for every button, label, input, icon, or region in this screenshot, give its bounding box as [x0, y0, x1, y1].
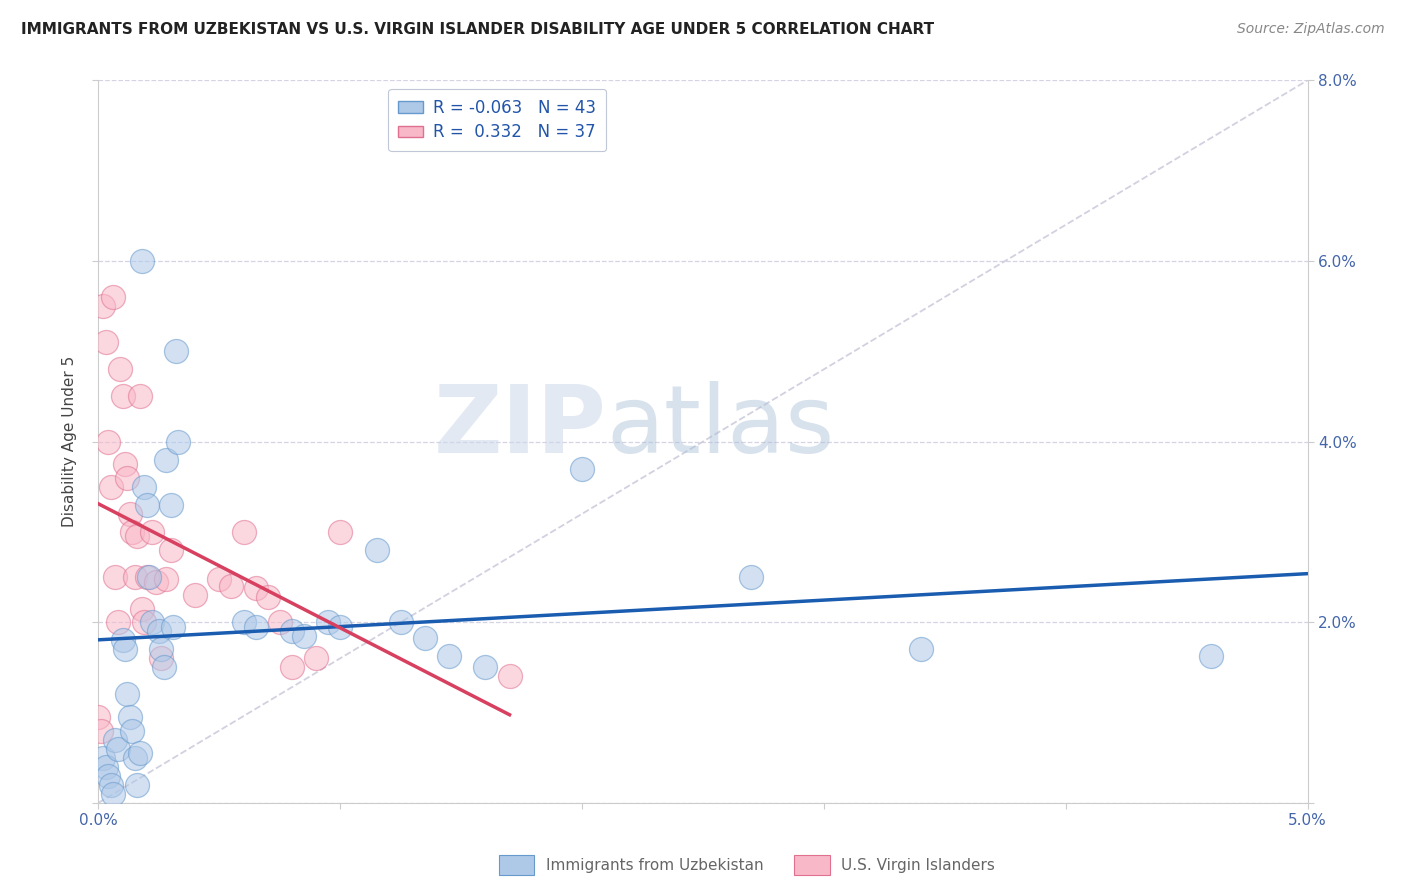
Point	[281, 660, 304, 674]
Point	[124, 570, 146, 584]
Point	[232, 615, 254, 630]
Point	[107, 615, 129, 630]
Point	[108, 362, 131, 376]
Point	[155, 452, 177, 467]
Point	[101, 787, 124, 801]
Point	[117, 687, 139, 701]
Point	[104, 732, 127, 747]
Point	[121, 723, 143, 738]
Point	[141, 615, 163, 630]
Point	[245, 581, 267, 595]
Point	[316, 615, 339, 630]
Point	[152, 660, 174, 674]
Point	[910, 642, 932, 657]
Point	[91, 750, 114, 764]
Point	[141, 524, 163, 539]
Point	[305, 651, 328, 665]
Point	[128, 389, 150, 403]
Point	[100, 480, 122, 494]
Point	[128, 746, 150, 760]
Point	[134, 615, 156, 630]
Point	[111, 389, 134, 403]
Point	[94, 335, 117, 350]
Point	[245, 620, 267, 634]
Point	[127, 778, 149, 792]
Point	[413, 632, 436, 646]
Point	[94, 760, 117, 774]
Point	[389, 615, 412, 630]
Point	[101, 290, 124, 304]
Point	[118, 710, 141, 724]
Point	[107, 741, 129, 756]
Point	[256, 590, 278, 604]
Point	[167, 434, 190, 449]
Point	[498, 669, 520, 683]
Point	[111, 633, 134, 648]
Point	[127, 529, 149, 543]
Point	[135, 570, 157, 584]
Point	[162, 620, 184, 634]
Point	[221, 579, 243, 593]
Point	[87, 710, 110, 724]
Point	[150, 651, 173, 665]
Point	[124, 750, 146, 764]
Point	[117, 471, 139, 485]
Point	[366, 542, 388, 557]
Point	[90, 723, 112, 738]
Point	[121, 524, 143, 539]
Text: Source: ZipAtlas.com: Source: ZipAtlas.com	[1237, 22, 1385, 37]
Point	[104, 570, 127, 584]
Point	[292, 629, 315, 643]
Text: atlas: atlas	[606, 381, 835, 473]
Point	[165, 344, 187, 359]
Point	[145, 574, 167, 589]
Point	[97, 434, 120, 449]
Point	[281, 624, 304, 639]
Point	[131, 253, 153, 268]
Legend: R = -0.063   N = 43, R =  0.332   N = 37: R = -0.063 N = 43, R = 0.332 N = 37	[388, 88, 606, 152]
Point	[740, 570, 762, 584]
Point	[150, 642, 173, 657]
Point	[91, 299, 114, 313]
Point	[437, 649, 460, 664]
Point	[160, 542, 183, 557]
Point	[134, 480, 156, 494]
Point	[329, 620, 352, 634]
Point	[184, 588, 207, 602]
Point	[138, 570, 160, 584]
Point	[148, 624, 170, 639]
Point	[114, 457, 136, 471]
Point	[329, 524, 352, 539]
Point	[160, 498, 183, 512]
Point	[1199, 649, 1222, 664]
Point	[474, 660, 496, 674]
Point	[208, 572, 231, 586]
Text: Immigrants from Uzbekistan: Immigrants from Uzbekistan	[546, 858, 763, 872]
Point	[131, 601, 153, 615]
Point	[155, 572, 177, 586]
Point	[118, 507, 141, 521]
Text: IMMIGRANTS FROM UZBEKISTAN VS U.S. VIRGIN ISLANDER DISABILITY AGE UNDER 5 CORREL: IMMIGRANTS FROM UZBEKISTAN VS U.S. VIRGI…	[21, 22, 934, 37]
Point	[135, 498, 157, 512]
Point	[97, 769, 120, 783]
Point	[269, 615, 291, 630]
Point	[571, 461, 593, 475]
Y-axis label: Disability Age Under 5: Disability Age Under 5	[62, 356, 77, 527]
Point	[100, 778, 122, 792]
Text: ZIP: ZIP	[433, 381, 606, 473]
Point	[232, 524, 254, 539]
Text: U.S. Virgin Islanders: U.S. Virgin Islanders	[841, 858, 994, 872]
Point	[114, 642, 136, 657]
